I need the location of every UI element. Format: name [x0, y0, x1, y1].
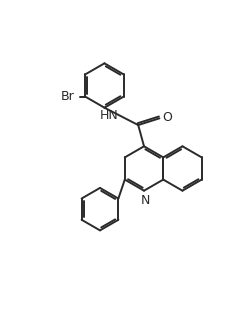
Text: Br: Br	[61, 90, 75, 103]
Text: HN: HN	[99, 109, 118, 122]
Text: O: O	[162, 111, 172, 124]
Text: N: N	[140, 194, 150, 207]
